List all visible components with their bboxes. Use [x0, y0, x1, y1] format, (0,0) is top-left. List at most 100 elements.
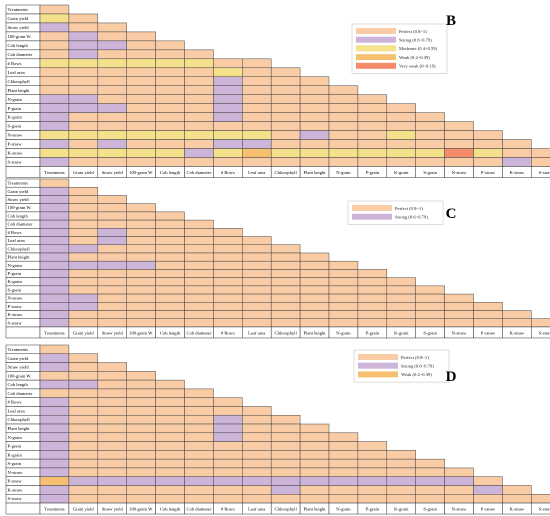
heatmap-cell — [126, 397, 156, 407]
heatmap-cell — [357, 94, 388, 104]
heatmap-cell — [68, 103, 99, 113]
heatmap-cell — [386, 450, 416, 460]
heatmap-cell — [68, 302, 99, 311]
heatmap-cell — [328, 450, 359, 460]
heatmap-cell — [415, 310, 445, 319]
column-label: Cob length — [160, 170, 181, 175]
heatmap-cell — [213, 450, 243, 460]
heatmap-cell — [184, 103, 214, 113]
heatmap-cell — [270, 494, 301, 504]
heatmap-cell — [502, 485, 532, 495]
heatmap-cell — [39, 494, 70, 504]
row-label: K-grain — [8, 452, 23, 457]
heatmap-cell — [473, 157, 503, 167]
heatmap-cell — [299, 94, 330, 104]
legend-label: Strong (0.6~0.79) — [399, 38, 432, 43]
heatmap-cell — [39, 228, 70, 237]
heatmap-cell — [97, 228, 127, 237]
heatmap-cell — [126, 203, 156, 213]
heatmap-cell — [97, 371, 127, 381]
heatmap-cell — [415, 157, 445, 167]
row-label: Cob diameter — [8, 391, 33, 396]
heatmap-cell — [97, 432, 127, 442]
heatmap-cell — [415, 494, 445, 504]
corner-box — [5, 166, 41, 178]
heatmap-cell — [213, 148, 243, 158]
heatmap-cell — [68, 219, 99, 229]
column-label-box — [531, 166, 550, 178]
heatmap-cell — [97, 121, 127, 131]
row-label: Cob diameter — [8, 52, 33, 57]
heatmap-cell — [97, 157, 127, 167]
row-label: S-grain — [8, 124, 22, 129]
heatmap-cell — [39, 244, 70, 254]
column-label: Treatments — [44, 170, 65, 175]
heatmap-cell — [126, 252, 156, 262]
heatmap-cell — [155, 260, 185, 270]
heatmap-cell — [357, 293, 388, 303]
corner-box — [5, 326, 41, 339]
heatmap-cell — [68, 148, 99, 158]
heatmap-cell — [155, 310, 185, 319]
heatmap-cell — [97, 203, 127, 213]
heatmap-cell — [126, 94, 156, 104]
heatmap-cell — [386, 157, 416, 167]
column-label: S-grain — [423, 170, 437, 175]
row-label: Grain yield — [8, 356, 29, 361]
heatmap-cell — [68, 458, 99, 469]
heatmap-cell — [39, 285, 70, 295]
heatmap-cell — [97, 450, 127, 460]
heatmap-cell — [531, 157, 550, 167]
heatmap-cell — [39, 94, 70, 104]
heatmap-cell — [155, 236, 185, 246]
heatmap-cell — [270, 269, 301, 278]
heatmap-cell — [357, 450, 388, 460]
heatmap-cell — [299, 450, 330, 460]
heatmap-cell — [213, 139, 243, 149]
heatmap-cell — [155, 219, 185, 229]
heatmap-cell — [242, 458, 272, 469]
heatmap-cell — [242, 476, 272, 486]
heatmap-cell — [39, 344, 70, 355]
heatmap-cell — [444, 467, 474, 477]
heatmap-cell — [39, 22, 70, 33]
heatmap-cell — [39, 112, 70, 122]
heatmap-cell — [155, 423, 185, 434]
heatmap-cell — [97, 211, 127, 221]
heatmap-cell — [213, 260, 243, 270]
heatmap-cell — [328, 94, 359, 104]
heatmap-cell — [444, 148, 474, 158]
heatmap-cell — [415, 130, 445, 140]
heatmap-cell — [270, 130, 301, 140]
heatmap-cell — [68, 388, 99, 398]
heatmap-cell — [213, 130, 243, 140]
heatmap-cell — [97, 277, 127, 287]
heatmap-cell — [357, 139, 388, 149]
heatmap-cell — [68, 423, 99, 434]
row-label: Cob length — [8, 382, 29, 387]
heatmap-cell — [39, 362, 70, 372]
row-label: N-grain — [8, 263, 23, 268]
row-label: S-straw — [8, 320, 23, 325]
row-label: S-grain — [8, 287, 22, 292]
heatmap-cell — [39, 277, 70, 287]
heatmap-cell — [328, 476, 359, 486]
heatmap-cell — [97, 40, 127, 51]
heatmap-cell — [242, 58, 272, 69]
heatmap-cell — [184, 476, 214, 486]
heatmap-cell — [213, 94, 243, 104]
heatmap-cell — [270, 121, 301, 131]
heatmap-cell — [299, 139, 330, 149]
heatmap-cell — [97, 388, 127, 398]
heatmap-cell — [242, 148, 272, 158]
heatmap-cell — [213, 458, 243, 469]
heatmap-cell — [68, 203, 99, 213]
heatmap-cell — [213, 310, 243, 319]
column-label: S-straw — [539, 507, 550, 512]
heatmap-cell — [39, 130, 70, 140]
heatmap-cell — [473, 494, 503, 504]
column-label: N-straw — [452, 330, 467, 335]
heatmap-cell — [270, 441, 301, 451]
heatmap-cell — [97, 293, 127, 303]
heatmap-cell — [473, 139, 503, 149]
